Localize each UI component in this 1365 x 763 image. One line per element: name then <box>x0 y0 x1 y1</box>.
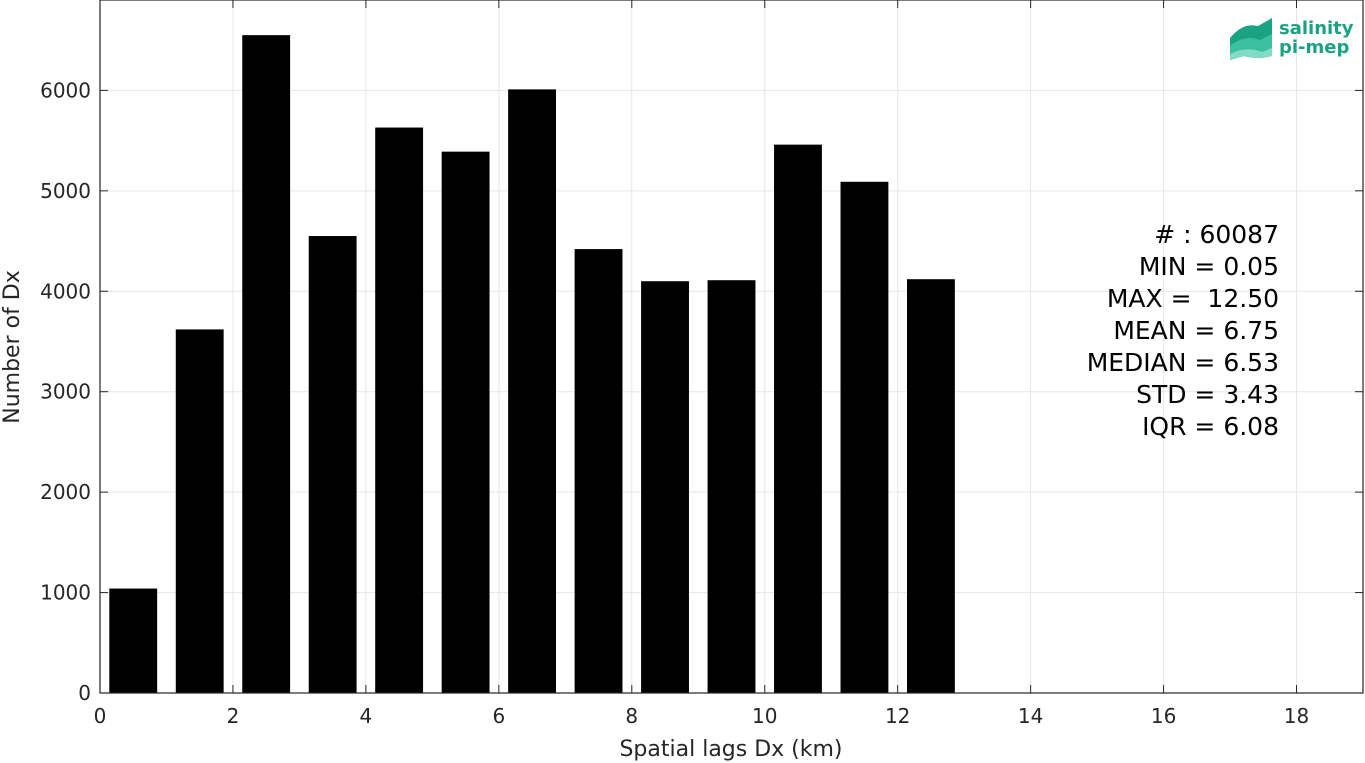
x-tick-label: 14 <box>1018 704 1043 728</box>
x-tick-label: 6 <box>492 704 505 728</box>
y-tick-label: 2000 <box>40 480 91 504</box>
bar <box>242 35 291 694</box>
bar <box>175 329 224 693</box>
x-tick-label: 8 <box>625 704 638 728</box>
y-tick-label: 1000 <box>40 581 91 605</box>
stats-line: MEAN = 6.75 <box>1113 316 1279 345</box>
y-tick-label: 3000 <box>40 380 91 404</box>
bar <box>840 181 889 693</box>
salinity-pi-mep-logo: salinity pi-mep <box>1230 18 1354 60</box>
plot-frame <box>99 0 1364 694</box>
bar <box>906 279 955 693</box>
y-axis-label: Number of Dx <box>0 270 25 424</box>
bar <box>574 249 623 694</box>
y-tick-label: 4000 <box>40 279 91 303</box>
y-axis-ticks: 0 1000 2000 3000 4000 5000 6000 <box>40 78 1363 705</box>
x-tick-label: 4 <box>360 704 373 728</box>
bar <box>109 588 158 693</box>
x-axis-ticks: 0 2 4 6 8 10 12 14 16 18 <box>94 0 1309 728</box>
bar <box>375 127 424 693</box>
stats-line: # : 60087 <box>1154 220 1279 249</box>
bar <box>441 151 490 694</box>
stats-block: # : 60087 MIN = 0.05 MAX = 12.50 MEAN = 6.7… <box>1087 220 1279 441</box>
x-axis-label: Spatial lags Dx (km) <box>619 737 842 762</box>
stats-line: MEDIAN = 6.53 <box>1087 348 1279 377</box>
x-tick-label: 18 <box>1284 704 1309 728</box>
stats-line: IQR = 6.08 <box>1142 412 1279 441</box>
x-tick-label: 2 <box>227 704 240 728</box>
logo-wave-icon <box>1230 18 1272 60</box>
y-tick-label: 5000 <box>40 179 91 203</box>
bar <box>774 144 822 693</box>
y-tick-label: 6000 <box>40 78 91 102</box>
bars <box>109 35 955 694</box>
bar <box>641 281 689 693</box>
x-tick-label: 0 <box>94 704 107 728</box>
bar <box>308 236 357 694</box>
x-tick-label: 10 <box>752 704 777 728</box>
bar <box>508 89 557 693</box>
bar <box>707 280 756 693</box>
x-tick-label: 12 <box>885 704 910 728</box>
x-tick-label: 16 <box>1151 704 1176 728</box>
logo-text-line2: pi-mep <box>1279 37 1349 58</box>
logo-text-line1: salinity <box>1279 18 1354 39</box>
y-tick-label: 0 <box>78 681 91 705</box>
stats-line: STD = 3.43 <box>1136 380 1279 409</box>
stats-line: MIN = 0.05 <box>1139 252 1279 281</box>
stats-line: MAX = 12.50 <box>1107 284 1279 313</box>
